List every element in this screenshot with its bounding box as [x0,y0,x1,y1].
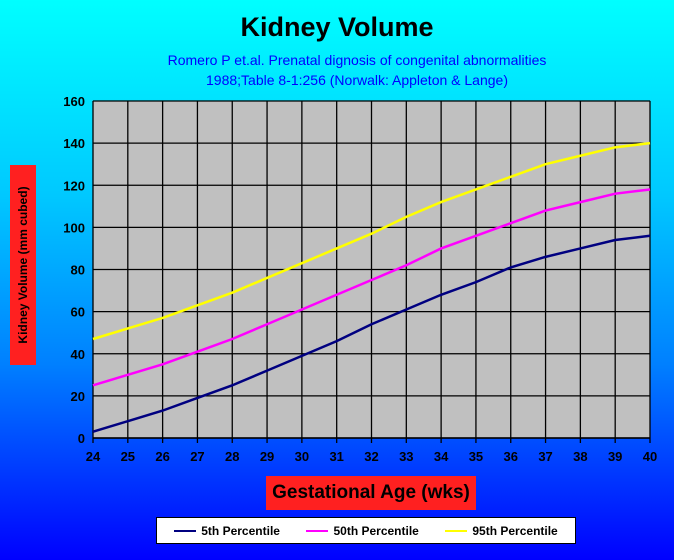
x-tick-label: 29 [260,449,274,464]
x-tick-label: 39 [608,449,622,464]
legend-swatch [445,529,468,532]
y-tick-label: 140 [63,136,85,151]
x-tick-label: 33 [399,449,413,464]
x-tick-label: 37 [538,449,552,464]
x-axis-label: Gestational Age (wks) [266,476,476,510]
legend-label: 50th Percentile [333,523,419,538]
x-tick-label: 34 [434,449,449,464]
x-tick-label: 40 [643,449,657,464]
chart-subtitle-line2: 1988;Table 8-1:256 (Norwalk: Appleton & … [206,72,508,88]
legend-swatch [174,529,197,532]
x-tick-label: 31 [329,449,343,464]
x-tick-label: 35 [469,449,483,464]
x-tick-label: 36 [504,449,518,464]
legend-label: 95th Percentile [472,523,558,538]
series-line-50th [92,188,651,387]
y-tick-label: 160 [63,94,85,109]
series-line-5th [92,234,651,433]
x-tick-label: 38 [573,449,587,464]
x-tick-label: 26 [155,449,169,464]
y-tick-label: 60 [71,305,85,320]
x-tick-label: 30 [295,449,309,464]
chart-title: Kidney Volume [240,12,434,42]
legend-item-95th: 95th Percentile [445,523,558,538]
legend-item-5th: 5th Percentile [174,524,280,538]
y-tick-label: 20 [71,389,85,404]
y-tick-label: 100 [63,220,85,235]
legend: 5th Percentile 50th Percentile 95th Perc… [156,517,576,544]
x-tick-label: 28 [225,449,239,464]
x-tick-label: 27 [190,449,204,464]
legend-item-50th: 50th Percentile [306,523,419,538]
series-line-95th [92,141,651,341]
y-tick-label: 120 [63,178,85,193]
legend-swatch [306,529,329,532]
x-tick-label: 32 [364,449,378,464]
legend-label: 5th Percentile [201,523,280,538]
y-tick-label: 80 [71,263,85,278]
y-axis-label-box: Kidney Volume (mm cubed) [10,165,36,365]
chart-subtitle-line1: Romero P et.al. Prenatal dignosis of con… [167,52,547,68]
y-axis-label: Kidney Volume (mm cubed) [16,186,30,344]
y-tick-label: 0 [78,431,85,446]
x-tick-label: 25 [121,449,135,464]
x-tick-label: 24 [86,449,101,464]
y-tick-label: 40 [71,347,85,362]
